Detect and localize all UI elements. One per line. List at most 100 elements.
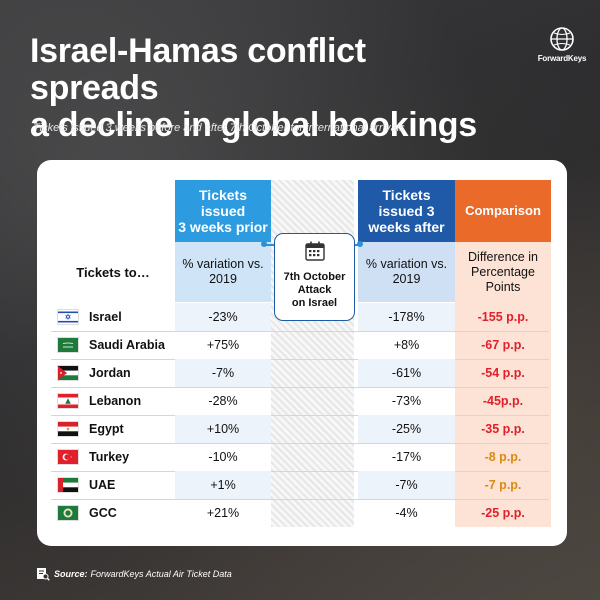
table-row: Israel -23% -178% -155 p.p. bbox=[51, 303, 549, 331]
connector-dot-right bbox=[357, 241, 363, 247]
row-separator bbox=[51, 443, 549, 444]
after-cell: -4% bbox=[395, 506, 418, 520]
header-tickets-to: Tickets to… bbox=[76, 264, 150, 280]
subheader-comparison-line3: Points bbox=[485, 279, 521, 294]
header-after-line3: weeks after bbox=[368, 219, 445, 235]
attack-event-box: 7th October Attack on Israel bbox=[274, 233, 355, 321]
country-cell: Jordan bbox=[51, 359, 175, 387]
country-cell: Egypt bbox=[51, 415, 175, 443]
table-row: Jordan -7% -61% -54 p.p. bbox=[51, 359, 549, 387]
comparison-cell: -7 p.p. bbox=[484, 478, 522, 492]
prior-cell: +75% bbox=[206, 338, 240, 352]
prior-cell: -28% bbox=[208, 394, 238, 408]
comparison-cell: -8 p.p. bbox=[484, 450, 522, 464]
after-cell: +8% bbox=[393, 338, 420, 352]
header-prior-line1: Tickets bbox=[199, 187, 247, 203]
row-separator bbox=[51, 387, 549, 388]
subheader-prior: % variation vs. 2019 bbox=[175, 242, 271, 302]
subheader-prior-line1: % variation vs. bbox=[182, 257, 264, 271]
comparison-cell: -25 p.p. bbox=[481, 506, 525, 520]
source-text: ForwardKeys Actual Air Ticket Data bbox=[90, 569, 232, 579]
logo-text: ForwardKeys bbox=[537, 54, 587, 63]
after-cell: -25% bbox=[358, 415, 455, 443]
country-name: GCC bbox=[89, 506, 117, 520]
header-after-line1: Tickets bbox=[382, 187, 431, 203]
after-cell: -7% bbox=[358, 471, 455, 499]
header-comparison: Comparison bbox=[455, 180, 551, 242]
subheader-comparison-line1: Difference in bbox=[468, 249, 538, 264]
row-separator bbox=[51, 499, 549, 500]
attack-label-line2: Attack bbox=[297, 284, 332, 296]
jordan-flag-icon bbox=[57, 365, 79, 381]
row-separator bbox=[51, 331, 549, 332]
header-after: Tickets issued 3 weeks after bbox=[358, 180, 455, 242]
uae-flag-icon bbox=[57, 477, 79, 493]
header-prior: Tickets issued 3 weeks prior bbox=[175, 180, 271, 242]
comparison-cell: -155 p.p. bbox=[477, 310, 529, 324]
comparison-cell: -54 p.p. bbox=[481, 366, 525, 380]
table-row: GCC +21% -4% -25 p.p. bbox=[51, 499, 549, 527]
table-row: Egypt +10% -25% -35 p.p. bbox=[51, 415, 549, 443]
header-after-line2: issued 3 bbox=[378, 203, 435, 219]
subtitle: Tickets issued 3 weeks before and after … bbox=[33, 122, 405, 134]
subheader-after: % variation vs. 2019 bbox=[358, 242, 455, 302]
table-row: Lebanon -28% -73% -45p.p. bbox=[51, 387, 549, 415]
israel-flag-icon bbox=[57, 309, 79, 325]
globe-icon bbox=[550, 27, 574, 51]
country-cell: UAE bbox=[51, 471, 175, 499]
connector-dot-left bbox=[261, 241, 267, 247]
prior-cell: -10% bbox=[208, 450, 238, 464]
gcc-flag-icon bbox=[57, 505, 79, 521]
header-prior-line3: 3 weeks prior bbox=[178, 219, 268, 235]
source-note: Source: ForwardKeys Actual Air Ticket Da… bbox=[36, 567, 232, 581]
turkey-flag-icon bbox=[57, 449, 79, 465]
country-cell: Saudi Arabia bbox=[51, 331, 175, 359]
attack-label: 7th October Attack on Israel bbox=[275, 271, 354, 310]
subheader-after-line2: 2019 bbox=[392, 272, 421, 286]
country-name: Saudi Arabia bbox=[89, 338, 165, 352]
table-row: UAE +1% -7% -7 p.p. bbox=[51, 471, 549, 499]
prior-cell: +21% bbox=[206, 506, 240, 520]
country-name: UAE bbox=[89, 478, 116, 492]
document-search-icon bbox=[37, 568, 50, 581]
forwardkeys-logo: ForwardKeys bbox=[537, 26, 587, 63]
egypt-flag-icon bbox=[57, 421, 79, 437]
subheader-prior-line2: 2019 bbox=[209, 272, 237, 286]
comparison-cell: -45p.p. bbox=[482, 394, 524, 408]
title-line-1: Israel-Hamas conflict spreads bbox=[30, 32, 366, 107]
connector-line-left bbox=[265, 244, 277, 246]
comparison-column-bg bbox=[455, 302, 551, 527]
country-name: Israel bbox=[89, 310, 122, 324]
country-cell: GCC bbox=[51, 499, 175, 527]
attack-label-line1: 7th October bbox=[283, 271, 346, 283]
subheader-after-line1: % variation vs. bbox=[365, 257, 448, 271]
table-row: Turkey -10% -17% -8 p.p. bbox=[51, 443, 549, 471]
prior-cell: -7% bbox=[175, 359, 271, 387]
title-line-2: a decline in global bookings bbox=[30, 106, 477, 144]
country-name: Egypt bbox=[89, 422, 124, 436]
prior-cell: +10% bbox=[175, 415, 271, 443]
saudi-arabia-flag-icon bbox=[57, 337, 79, 353]
country-name: Jordan bbox=[89, 366, 131, 380]
country-name: Lebanon bbox=[89, 394, 142, 408]
subheader-comparison: Difference in Percentage Points bbox=[455, 242, 551, 302]
comparison-cell: -67 p.p. bbox=[481, 338, 525, 352]
subheader-comparison-line2: Percentage bbox=[471, 264, 535, 279]
after-cell: -73% bbox=[391, 394, 422, 408]
prior-cell: +1% bbox=[175, 471, 271, 499]
after-cell: -61% bbox=[358, 359, 455, 387]
source-label: Source: bbox=[54, 569, 88, 579]
attack-label-line3: on Israel bbox=[291, 297, 338, 309]
comparison-cell: -35 p.p. bbox=[481, 422, 525, 436]
header-prior-line2: issued bbox=[200, 203, 246, 219]
lebanon-flag-icon bbox=[57, 393, 79, 409]
page-title: Israel-Hamas conflict spreads a decline … bbox=[30, 33, 490, 144]
calendar-icon bbox=[304, 241, 325, 261]
country-name: Turkey bbox=[89, 450, 130, 464]
row-separator bbox=[51, 471, 549, 472]
after-cell: -17% bbox=[391, 450, 422, 464]
country-cell: Turkey bbox=[51, 443, 175, 471]
country-cell: Lebanon bbox=[51, 387, 175, 415]
country-cell: Israel bbox=[51, 303, 175, 331]
